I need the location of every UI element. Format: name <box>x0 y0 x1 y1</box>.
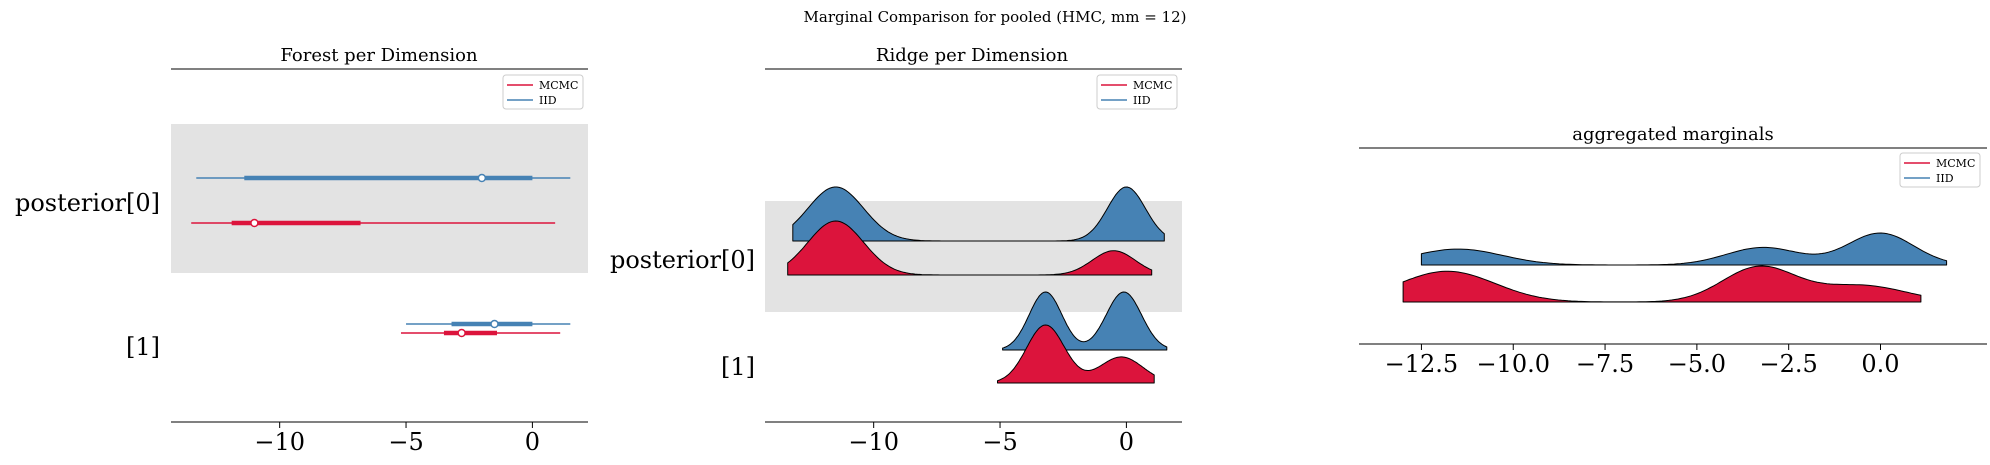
aggregated-legend-label-iid: IID <box>1936 172 1954 185</box>
figure-suptitle: Marginal Comparison for pooled (HMC, mm … <box>804 8 1187 26</box>
forest-tick-label: 0 <box>525 428 540 456</box>
ridge-legend-label-mcmc: MCMC <box>1133 79 1172 92</box>
aggregated-tick-label: −10.0 <box>1476 350 1550 378</box>
forest-panel-title: Forest per Dimension <box>280 45 478 66</box>
ridge-panel-title: Ridge per Dimension <box>876 45 1069 66</box>
ridge-row-label-0: posterior[0] <box>610 246 755 274</box>
forest-legend-label-iid: IID <box>539 94 557 107</box>
ridge-tick-label: −10 <box>848 428 899 456</box>
forest-row-label-0: posterior[0] <box>15 189 160 217</box>
aggregated-density-mcmc <box>1402 265 1922 303</box>
ridge-panel: Ridge per Dimension posterior[0] [1] −10… <box>610 45 1182 456</box>
forest-median-iid <box>477 173 487 183</box>
ridge-x-ticks: −10 −5 0 <box>848 422 1134 456</box>
forest-median-mcmc <box>457 328 466 338</box>
ridge-row-label-1: [1] <box>721 353 755 381</box>
forest-row-label-1: [1] <box>126 333 160 361</box>
ridge-tick-label: −5 <box>982 428 1017 456</box>
forest-legend: MCMC IID <box>502 74 584 110</box>
forest-tick-label: −10 <box>254 428 305 456</box>
aggregated-tick-label: −2.5 <box>1760 350 1818 378</box>
aggregated-legend-label-mcmc: MCMC <box>1936 157 1975 170</box>
aggregated-marks <box>1402 232 1948 303</box>
forest-panel: Forest per Dimension posterior[0] [1] −1… <box>15 45 588 456</box>
forest-median-iid <box>490 319 499 329</box>
aggregated-panel-title: aggregated marginals <box>1572 124 1773 145</box>
forest-marks <box>191 173 571 338</box>
ridge-legend-label-iid: IID <box>1133 94 1151 107</box>
aggregated-density-iid <box>1420 232 1948 266</box>
forest-median-mcmc <box>250 218 259 228</box>
forest-row-highlight <box>171 124 588 273</box>
forest-x-ticks: −10 −5 0 <box>254 422 540 456</box>
ridge-density-mcmc <box>787 220 1153 276</box>
aggregated-tick-label: −12.5 <box>1385 350 1459 378</box>
aggregated-x-ticks: −12.5 −10.0 −7.5 −5.0 −2.5 0.0 <box>1385 344 1900 378</box>
aggregated-tick-label: −5.0 <box>1668 350 1726 378</box>
ridge-density-mcmc <box>997 324 1155 384</box>
aggregated-panel: aggregated marginals −12.5 −10.0 −7.5 −5.0−… <box>1359 124 1987 378</box>
ridge-tick-label: 0 <box>1119 428 1134 456</box>
ridge-marks <box>787 186 1168 384</box>
forest-tick-label: −5 <box>388 428 423 456</box>
aggregated-tick-label: −7.5 <box>1576 350 1634 378</box>
aggregated-tick-label: 0.0 <box>1861 350 1899 378</box>
aggregated-legend: MCMC IID <box>1899 152 1981 188</box>
forest-legend-label-mcmc: MCMC <box>539 79 578 92</box>
ridge-legend: MCMC IID <box>1096 74 1178 110</box>
